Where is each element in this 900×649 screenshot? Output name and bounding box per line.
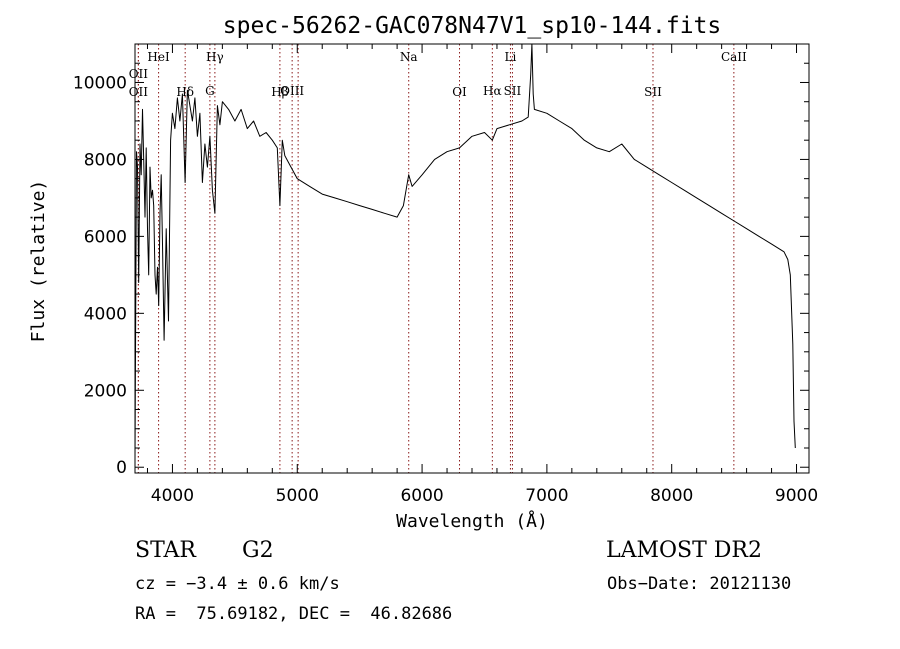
line-label-9: Na: [400, 50, 418, 64]
survey-label: LAMOST DR2: [606, 538, 762, 563]
x-tick-label-4: 8000: [650, 486, 693, 506]
y-tick-label-2: 4000: [84, 304, 127, 324]
line-label-14: SII: [644, 85, 662, 99]
line-label-13: SII: [504, 84, 522, 98]
plot-frame: [134, 43, 810, 474]
line-label-2: HeI: [147, 50, 170, 64]
line-label-12: Li: [505, 50, 517, 64]
redshift-text: cz = −3.4 ± 0.6 km/s: [135, 574, 340, 594]
x-tick-label-5: 9000: [775, 486, 818, 506]
line-label-4: G: [205, 84, 215, 98]
line-label-11: Hα: [483, 84, 502, 98]
line-label-7: OIII: [280, 84, 304, 98]
obs-date-text: Obs−Date: 20121130: [607, 574, 792, 594]
y-tick-label-3: 6000: [84, 227, 127, 247]
x-tick-label-3: 7000: [525, 486, 568, 506]
y-tick-label-5: 10000: [73, 73, 127, 93]
y-tick-label-0: 0: [116, 458, 127, 478]
coordinates-text: RA = 75.69182, DEC = 46.82686: [135, 604, 453, 624]
x-tick-label-0: 4000: [151, 486, 194, 506]
line-label-3: Hδ: [176, 85, 194, 99]
object-class-label: STAR: [135, 538, 196, 563]
y-tick-label-1: 2000: [84, 381, 127, 401]
spectrum-series: [134, 43, 796, 460]
line-label-6: Hβ: [271, 85, 288, 99]
spectrum-line: [134, 43, 796, 460]
line-label-5: Hγ: [206, 50, 224, 64]
x-tick-label-1: 5000: [276, 486, 319, 506]
line-label-0: OII: [129, 67, 149, 81]
line-label-10: OI: [452, 85, 467, 99]
line-label-1: OII: [129, 85, 149, 99]
x-axis-label: Wavelength (Å): [396, 510, 548, 532]
x-tick-label-2: 6000: [400, 486, 443, 506]
object-subclass-label: G2: [242, 538, 274, 563]
x-axis: 4000 5000 6000 7000 8000 9000: [146, 44, 818, 506]
chart-title: spec-56262-GAC078N47V1_sp10-144.fits: [223, 13, 722, 39]
y-axis-label: Flux (relative): [28, 180, 49, 343]
y-axis: 0 2000 4000 6000 8000 10000: [73, 43, 809, 478]
line-label-15: CaII: [721, 50, 747, 64]
y-tick-label-4: 8000: [84, 150, 127, 170]
